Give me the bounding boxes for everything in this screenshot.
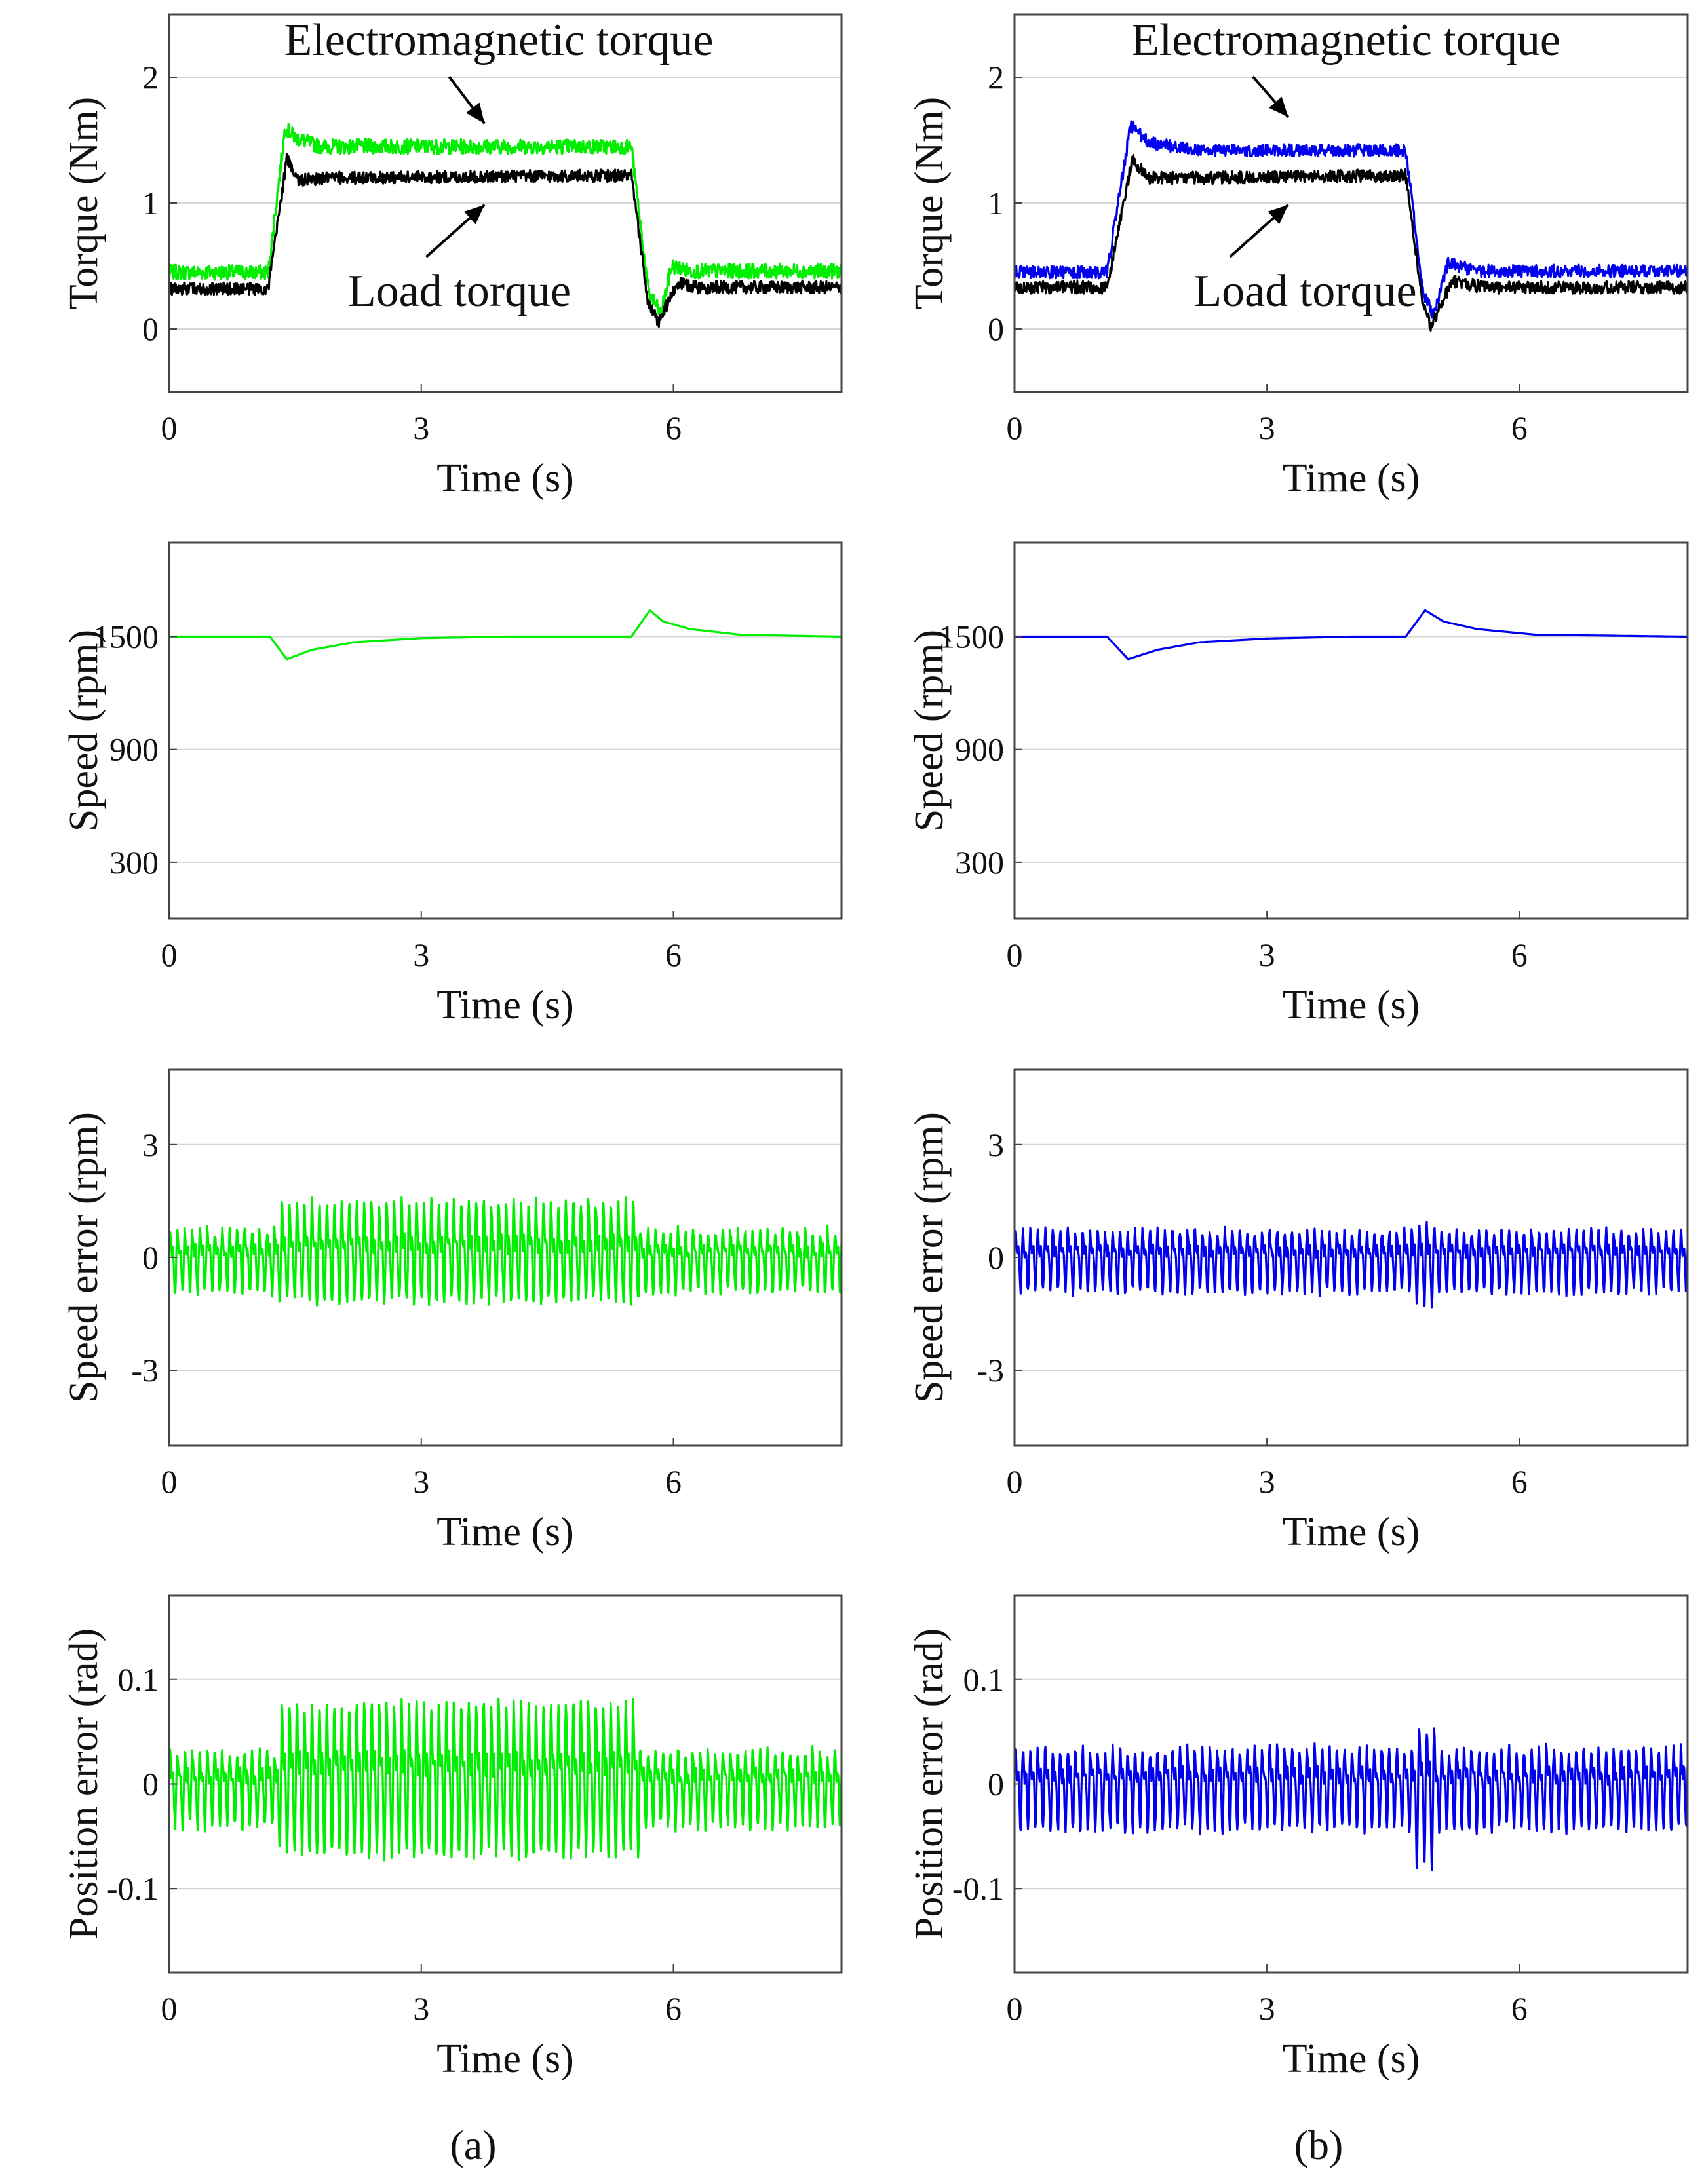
annotation-arrowhead: [465, 102, 485, 124]
x-tick-label: 6: [665, 410, 682, 446]
series-position-error: [1013, 1727, 1689, 1871]
x-axis-label: Time (s): [1283, 2037, 1420, 2081]
series-position-error: [168, 1697, 843, 1862]
series-electromagnetic-torque: [168, 123, 843, 316]
x-axis-label: Time (s): [436, 456, 574, 501]
x-tick-label: 3: [413, 936, 429, 973]
chart-a-poserr: 0 3 6 -0.1 0 0.1 Time (s) Position error (rad): [62, 1594, 843, 2081]
x-tick-label: 0: [161, 1463, 178, 1500]
series-load-torque: [168, 153, 843, 328]
chart-b-poserr: 0 3 6 -0.1 0 0.1 Time (s) Position error (rad): [907, 1594, 1689, 2081]
y-tick-label: 0: [142, 1766, 159, 1803]
y-tick-label: 1500: [939, 619, 1004, 655]
x-tick-label: 6: [1511, 410, 1528, 446]
series-speed: [168, 609, 842, 661]
caption-a: (a): [450, 2122, 496, 2168]
y-tick-label: 0: [142, 1239, 159, 1276]
x-axis-label: Time (s): [436, 2037, 574, 2081]
x-tick-label: 6: [1511, 936, 1528, 973]
x-tick-label: 0: [161, 1990, 178, 2027]
y-tick-label: 300: [109, 844, 159, 881]
y-tick-label: -0.1: [107, 1870, 159, 1907]
y-axis-label: Speed error (rpm): [907, 1112, 952, 1403]
y-tick-label: 0: [142, 311, 159, 347]
x-tick-label: 3: [413, 1463, 429, 1500]
y-tick-label: 2: [988, 59, 1004, 96]
x-tick-label: 3: [1259, 1463, 1275, 1500]
x-tick-label: 6: [1511, 1463, 1528, 1500]
series-speed-error: [168, 1196, 843, 1307]
caption-b: (b): [1294, 2122, 1344, 2168]
x-tick-label: 6: [1511, 1990, 1528, 2027]
x-axis-label: Time (s): [436, 983, 574, 1027]
series-speed: [1014, 609, 1688, 661]
y-tick-label: 0: [988, 1766, 1004, 1803]
y-tick-label: 2: [142, 59, 159, 96]
y-axis-label: Position error (rad): [62, 1628, 106, 1940]
y-tick-label: 0.1: [963, 1661, 1005, 1698]
annotation-arrowhead: [1269, 96, 1288, 117]
y-tick-label: 0: [988, 311, 1004, 347]
y-axis-label: Speed (rpm): [62, 630, 106, 832]
annotation-arrowhead: [464, 204, 485, 225]
x-tick-label: 6: [665, 1463, 682, 1500]
chart-a-speed: 0 3 6 300 900 1500 Time (s) Speed (rpm): [62, 541, 843, 1027]
series-load-torque: [1013, 153, 1689, 332]
y-tick-label: -0.1: [952, 1870, 1004, 1907]
plot-frame: [1013, 541, 1689, 920]
annotation-arrowhead: [1268, 204, 1288, 225]
x-tick-label: 0: [1007, 410, 1023, 446]
y-tick-label: 0: [988, 1239, 1004, 1276]
y-tick-label: 1: [142, 185, 159, 221]
x-axis-label: Time (s): [1283, 983, 1420, 1027]
x-axis-label: Time (s): [1283, 1510, 1420, 1554]
y-tick-label: -3: [977, 1352, 1004, 1389]
y-axis-label: Torque (Nm): [62, 97, 106, 310]
x-tick-label: 6: [665, 936, 682, 973]
chart-a-torque: 0 3 6 0 1 2 Time (s) Torque (Nm) Electromagnetic…: [62, 13, 843, 501]
y-tick-label: 3: [988, 1126, 1004, 1163]
x-tick-label: 3: [413, 1990, 429, 2027]
y-tick-label: -3: [131, 1352, 159, 1389]
x-tick-label: 0: [161, 410, 178, 446]
x-tick-label: 3: [1259, 936, 1275, 973]
series-speed-error: [1013, 1221, 1689, 1309]
x-tick-label: 0: [1007, 1463, 1023, 1500]
y-tick-label: 900: [955, 731, 1004, 768]
y-tick-label: 300: [955, 844, 1004, 881]
series-electromagnetic-torque: [1013, 120, 1689, 319]
chart-b-speed: 0 3 6 300 900 1500 Time (s) Speed (rpm): [907, 541, 1689, 1027]
x-tick-label: 0: [1007, 936, 1023, 973]
x-tick-label: 3: [413, 410, 429, 446]
plot-frame: [168, 541, 843, 920]
y-tick-label: 1: [988, 185, 1004, 221]
y-tick-label: 0.1: [118, 1661, 159, 1698]
x-tick-label: 6: [665, 1990, 682, 2027]
x-tick-label: 3: [1259, 410, 1275, 446]
chart-b-torque: 0 3 6 0 1 2 Time (s) Torque (Nm) Electromagnetic…: [907, 13, 1689, 501]
x-axis-label: Time (s): [1283, 456, 1420, 501]
x-tick-label: 0: [1007, 1990, 1023, 2027]
x-axis-label: Time (s): [436, 1510, 574, 1554]
annotation-load-torque: Load torque: [348, 266, 571, 316]
annotation-electromagnetic-torque: Electromagnetic torque: [1131, 15, 1560, 66]
annotation-load-torque: Load torque: [1193, 266, 1416, 316]
y-tick-label: 900: [109, 731, 159, 768]
y-axis-label: Position error (rad): [907, 1628, 952, 1940]
x-tick-label: 0: [161, 936, 178, 973]
annotation-electromagnetic-torque: Electromagnetic torque: [284, 15, 714, 66]
y-tick-label: 3: [142, 1126, 159, 1163]
y-axis-label: Speed (rpm): [907, 630, 952, 832]
y-axis-label: Torque (Nm): [907, 97, 952, 310]
y-axis-label: Speed error (rpm): [62, 1112, 106, 1403]
y-tick-label: 1500: [93, 619, 159, 655]
x-tick-label: 3: [1259, 1990, 1275, 2027]
